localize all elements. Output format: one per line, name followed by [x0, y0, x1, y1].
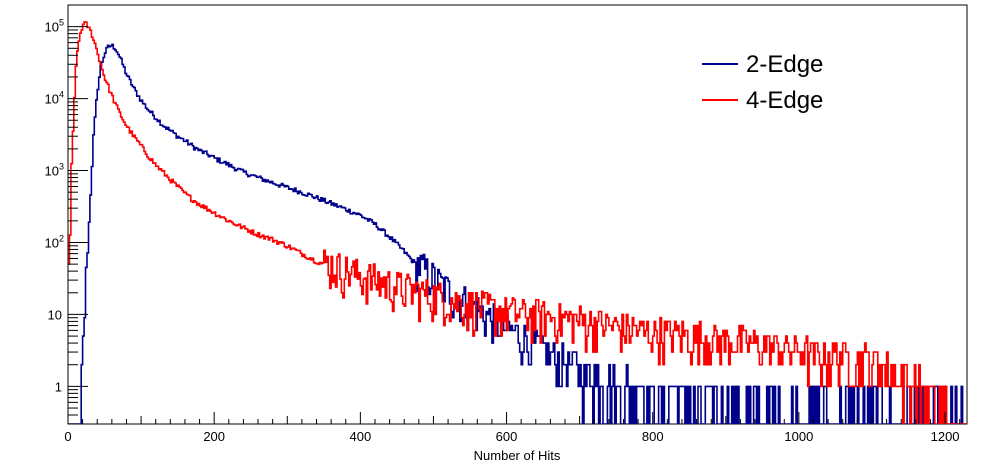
x-tick-label: 400 [350, 429, 372, 444]
legend-label-4-edge: 4-Edge [746, 87, 823, 114]
y-tick-label: 103 [45, 162, 64, 179]
y-tick-label: 10 [48, 307, 62, 322]
x-tick-label: 800 [642, 429, 664, 444]
y-tick-label: 105 [45, 18, 64, 35]
x-tick-label: 600 [496, 429, 518, 444]
x-tick-label: 0 [64, 429, 71, 444]
x-tick-label: 1000 [784, 429, 813, 444]
x-axis-label: Number of Hits [474, 448, 561, 463]
series-line-4-edge [68, 21, 967, 424]
legend: 2-Edge 4-Edge [702, 51, 823, 114]
legend-label-2-edge: 2-Edge [746, 51, 823, 78]
x-tick-label: 1200 [931, 429, 960, 444]
series-layer [68, 21, 967, 424]
tick-layer: 0 200 400 600 800 1000 1200 1 10 102 103 104 105 [45, 4, 961, 444]
x-tick-label: 200 [203, 429, 225, 444]
y-tick-label: 104 [45, 90, 64, 107]
plot-frame [67, 4, 968, 425]
series-line-2-edge [68, 43, 967, 424]
y-tick-label: 1 [55, 379, 62, 394]
y-tick-label: 102 [45, 233, 64, 250]
